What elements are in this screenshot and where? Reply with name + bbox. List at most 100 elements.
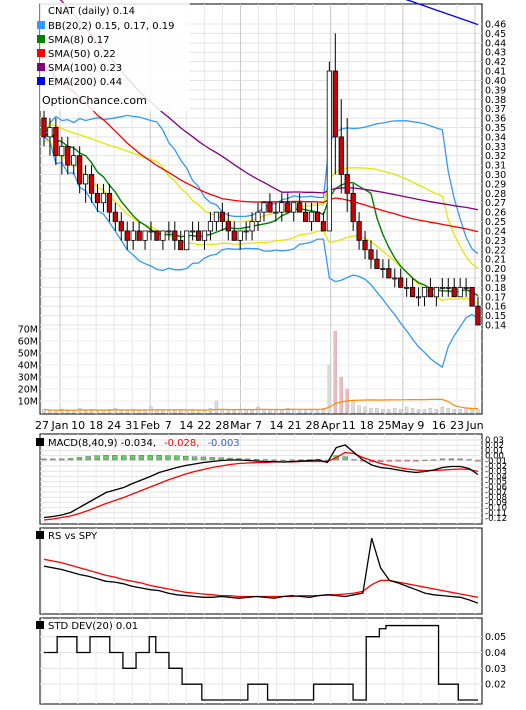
volume-bar	[196, 410, 201, 414]
candle-body	[338, 136, 344, 175]
volume-bar	[226, 410, 231, 414]
chart-title: CNAT (daily) 0.14	[48, 6, 135, 17]
candle	[326, 61, 332, 232]
candle-body	[398, 277, 404, 288]
macd-tick-label: -0.12	[485, 514, 507, 524]
candle-body	[225, 221, 231, 232]
candle-body	[421, 286, 428, 298]
volume-bar	[351, 400, 355, 414]
candle	[53, 118, 59, 166]
volume-bar	[184, 410, 189, 414]
price-tick-label: 0.26	[485, 208, 506, 219]
candle-body	[320, 221, 327, 232]
candle	[457, 277, 463, 298]
candle-body	[207, 221, 214, 232]
candle-body	[308, 211, 315, 222]
bollinger-upper-line	[43, 114, 479, 255]
volume-bar	[458, 409, 462, 414]
candle	[106, 183, 112, 222]
volume-tick-label: 30M	[18, 373, 38, 384]
candle-body	[231, 230, 237, 241]
candle-body	[83, 174, 89, 185]
candle	[142, 230, 148, 250]
price-tick-label: 0.45	[485, 29, 506, 40]
candle-body	[368, 249, 374, 260]
macd-histogram-bar	[129, 455, 136, 461]
candle	[398, 268, 404, 288]
macd-line	[43, 444, 479, 519]
axis-labels: 0.460.450.440.430.420.410.400.390.380.37…	[18, 20, 507, 691]
candle	[41, 108, 47, 147]
candle	[427, 277, 434, 298]
volume-bar	[244, 410, 248, 414]
volume-bar	[161, 410, 165, 414]
price-tick-label: 0.22	[485, 245, 506, 256]
x-tick-label: 18	[360, 419, 374, 432]
price-tick-label: 0.19	[485, 273, 506, 284]
candle-body	[172, 230, 178, 241]
x-tick-label: 28	[306, 419, 320, 432]
x-tick-label: 9	[417, 419, 424, 432]
legend-swatch-sma8	[37, 35, 45, 43]
price-tick-label: 0.33	[485, 142, 506, 153]
volume-bar	[470, 409, 474, 414]
macd-histogram-bar	[200, 456, 207, 461]
volume-bar	[410, 407, 415, 414]
candle	[392, 268, 398, 288]
macd-label-prefix: MACD(8,40,9)	[48, 438, 118, 449]
price-tick-label: 0.27	[485, 198, 506, 209]
candle	[469, 286, 475, 307]
macd-histogram-bar	[112, 455, 118, 461]
candle-body	[249, 221, 255, 232]
std-dev-line	[44, 624, 478, 701]
volume-bar	[440, 406, 445, 414]
price-tick-label: 0.25	[485, 217, 506, 228]
x-tick-label: Apr	[321, 419, 341, 432]
macd-tick-label: -0.10	[485, 504, 507, 514]
macd-histogram-bar	[85, 456, 91, 461]
volume-bar	[398, 409, 403, 414]
candle-body	[213, 211, 220, 222]
x-tick-label: 16	[432, 419, 446, 432]
candle-body	[415, 296, 422, 299]
candle	[320, 212, 327, 232]
candle	[160, 230, 166, 250]
macd-histogram-bar	[439, 458, 446, 461]
candle	[231, 221, 237, 241]
sma50-line	[43, 67, 479, 233]
x-tick-label: 7	[255, 419, 262, 432]
candle-body	[100, 192, 107, 204]
volume-bar	[375, 407, 379, 414]
candle-body	[326, 70, 332, 232]
macd-tick-label: 0.01	[485, 446, 504, 456]
price-tick-label: 0.39	[485, 85, 506, 96]
macd-histogram-bar	[253, 459, 260, 461]
candle	[94, 183, 101, 213]
candle-body	[41, 117, 47, 138]
candle	[267, 193, 273, 213]
rs-label: RS vs SPY	[48, 531, 98, 542]
candle-body	[53, 127, 59, 157]
volume-tick-label: 10M	[18, 397, 38, 408]
candle	[332, 33, 338, 175]
candle-body	[410, 286, 416, 298]
legend: BB(20,2) 0.15, 0.17, 0.19 SMA(8) 0.17 SM…	[37, 21, 174, 88]
rs-average-line	[43, 558, 479, 598]
volume-tick-label: 70M	[18, 325, 38, 336]
candle	[112, 202, 118, 231]
macd-histogram-bar	[404, 459, 410, 462]
volume-bar	[268, 410, 272, 414]
candle	[350, 183, 356, 231]
candle	[148, 221, 154, 241]
candle	[47, 118, 53, 156]
macd-value: -0.034,	[121, 438, 156, 449]
legend-swatch-sma50	[37, 49, 45, 57]
volume-tick-label: 60M	[18, 337, 38, 348]
candle-body	[243, 230, 249, 233]
std-tick-label: 0.03	[485, 664, 506, 675]
candle-body	[392, 277, 398, 280]
x-tick-label: 14	[179, 419, 193, 432]
macd-histogram-bar	[475, 459, 481, 462]
candle	[195, 221, 202, 241]
volume-bar	[101, 410, 106, 414]
